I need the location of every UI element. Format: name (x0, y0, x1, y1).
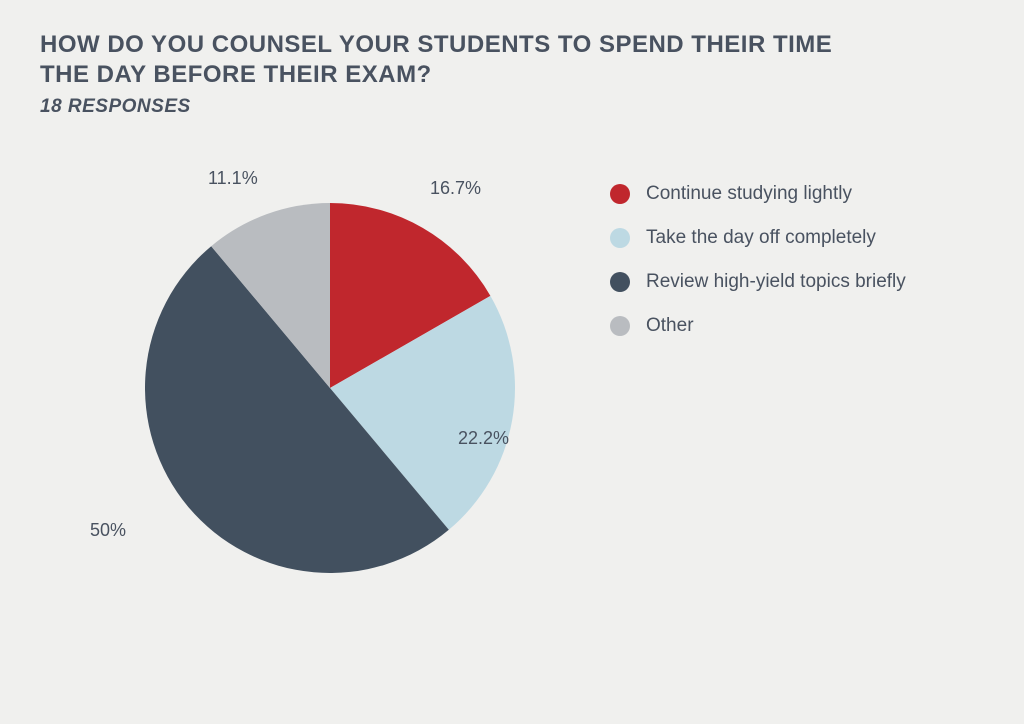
legend-swatch (610, 272, 630, 292)
legend-label: Continue studying lightly (646, 183, 852, 205)
legend-swatch (610, 316, 630, 336)
subtitle: 18 RESPONSES (40, 96, 984, 118)
legend-item: Continue studying lightly (610, 183, 906, 205)
legend-label: Other (646, 315, 694, 337)
pct-label: 11.1% (208, 168, 258, 189)
pct-label: 50% (90, 520, 126, 541)
pct-label: 22.2% (458, 428, 509, 449)
chart-title: HOW DO YOU COUNSEL YOUR STUDENTS TO SPEN… (40, 30, 984, 118)
legend-item: Review high-yield topics briefly (610, 271, 906, 293)
legend-swatch (610, 228, 630, 248)
chart-content: 16.7% 22.2% 50% 11.1% Continue studying lig… (40, 148, 984, 668)
pct-label: 16.7% (430, 178, 481, 199)
legend-label: Review high-yield topics briefly (646, 271, 906, 293)
title-line1: HOW DO YOU COUNSEL YOUR STUDENTS TO SPEN… (40, 30, 984, 60)
pie-chart (140, 198, 520, 578)
title-line2: THE DAY BEFORE THEIR EXAM? (40, 60, 984, 90)
legend-label: Take the day off completely (646, 227, 876, 249)
legend-swatch (610, 184, 630, 204)
legend-item: Take the day off completely (610, 227, 906, 249)
pie-chart-wrap: 16.7% 22.2% 50% 11.1% (40, 148, 580, 668)
legend-item: Other (610, 315, 906, 337)
legend: Continue studying lightly Take the day of… (580, 148, 906, 668)
